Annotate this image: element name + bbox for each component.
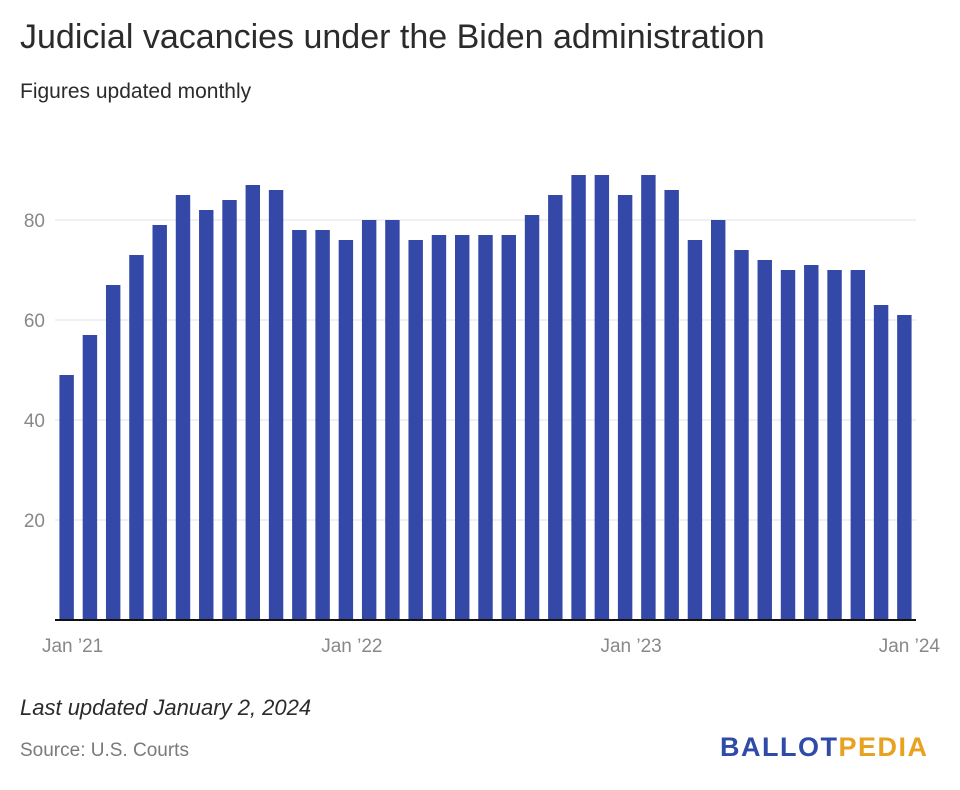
- bar-may-2021: [152, 225, 167, 620]
- x-tick-label-24: Jan ’23: [600, 636, 661, 657]
- bar-jun-2022: [455, 235, 470, 620]
- chart-title: Judicial vacancies under the Biden admin…: [20, 18, 765, 56]
- bar-apr-2023: [687, 240, 703, 620]
- y-tick-label-80: 80: [24, 211, 45, 232]
- bar-oct-2023: [827, 270, 842, 620]
- bar-jan-2024: [897, 315, 912, 620]
- bar-apr-2022: [408, 240, 423, 620]
- bar-nov-2023: [850, 270, 866, 620]
- bar-nov-2022: [571, 175, 586, 620]
- bar-dec-2023: [873, 305, 889, 620]
- bar-nov-2021: [292, 230, 307, 620]
- bar-jun-2021: [175, 195, 191, 620]
- x-tick-label-12: Jan ’22: [321, 636, 382, 657]
- bar-feb-2023: [641, 175, 656, 620]
- ballotpedia-logo: BALLOTPEDIA: [720, 732, 929, 763]
- x-tick-label-0: Jan ’21: [42, 636, 103, 657]
- bar-sep-2021: [245, 185, 261, 620]
- bar-jun-2023: [734, 250, 749, 620]
- bar-sep-2022: [524, 215, 540, 620]
- bar-jul-2022: [478, 235, 493, 620]
- bar-mar-2023: [664, 190, 679, 620]
- y-tick-label-20: 20: [24, 511, 45, 532]
- y-tick-label-40: 40: [24, 411, 45, 432]
- bar-may-2022: [431, 235, 447, 620]
- bar-feb-2021: [82, 335, 98, 620]
- x-tick-label-36: Jan ’24: [879, 636, 941, 657]
- bar-oct-2022: [548, 195, 563, 620]
- bar-jul-2023: [757, 260, 772, 620]
- logo-part-pedia: PEDIA: [838, 732, 929, 762]
- source-note: Source: U.S. Courts: [20, 740, 189, 761]
- y-tick-label-60: 60: [24, 311, 45, 332]
- bar-dec-2022: [594, 175, 610, 620]
- bar-chart: 20 40 60 80 Jan ’21 Jan ’22 Jan ’23 Jan ’24: [24, 175, 941, 657]
- last-updated-note: Last updated January 2, 2024: [20, 695, 312, 720]
- bar-dec-2021: [315, 230, 330, 620]
- bar-jul-2021: [199, 210, 214, 620]
- bar-sep-2023: [804, 265, 819, 620]
- bar-aug-2021: [222, 200, 237, 620]
- bar-oct-2021: [268, 190, 284, 620]
- bar-jan-2021: [59, 375, 74, 620]
- logo-part-ballot: BALLOT: [720, 732, 839, 762]
- bar-apr-2021: [129, 255, 144, 620]
- bar-mar-2021: [105, 285, 121, 620]
- chart-subtitle: Figures updated monthly: [20, 80, 252, 103]
- bar-jan-2023: [617, 195, 633, 620]
- bar-feb-2022: [361, 220, 377, 620]
- bar-aug-2022: [501, 235, 516, 620]
- bar-aug-2023: [780, 270, 796, 620]
- bar-mar-2022: [385, 220, 400, 620]
- bar-jan-2022: [338, 240, 354, 620]
- bar-may-2023: [710, 220, 726, 620]
